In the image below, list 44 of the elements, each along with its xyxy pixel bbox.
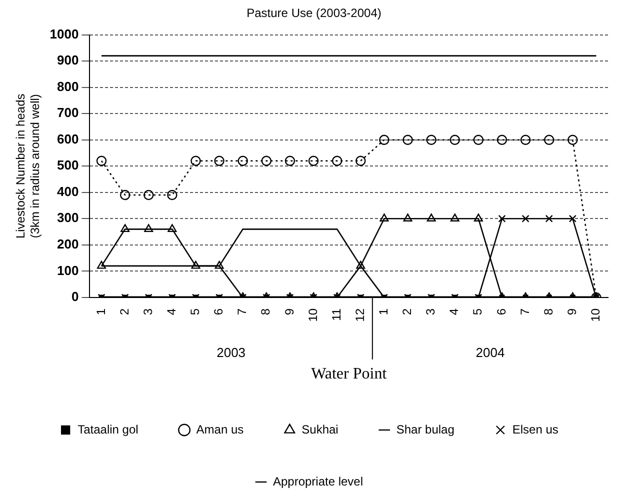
legend-label: Elsen us xyxy=(512,422,558,436)
x-tick-label: 5 xyxy=(188,308,202,316)
x-tick-label: 6 xyxy=(212,308,226,316)
x-tick-label: 9 xyxy=(282,308,296,316)
x-tick-label: 8 xyxy=(541,308,556,316)
y-tick-label: 300 xyxy=(57,210,79,226)
y-tick-label: 100 xyxy=(57,262,79,278)
x-tick-label: 1 xyxy=(376,308,391,316)
x-axis-title: Water Point xyxy=(311,366,388,383)
x-tick-label: 7 xyxy=(235,308,250,316)
text: 2004 xyxy=(476,345,505,360)
y-tick-label: 600 xyxy=(57,131,79,146)
x-tick-label: 10 xyxy=(306,308,320,322)
y-tick-label: 800 xyxy=(57,78,79,94)
x-tick-label: 5 xyxy=(470,308,485,316)
x-tick-label: 9 xyxy=(564,308,579,316)
x-tick-label: 2 xyxy=(117,308,132,316)
x-tick-label: 3 xyxy=(424,308,438,316)
legend-label: Sukhai xyxy=(302,422,338,436)
text: 2003 xyxy=(216,345,246,360)
y-tick-label: 0 xyxy=(71,289,79,304)
x-tick-label: 7 xyxy=(518,308,532,316)
x-tick-label: 4 xyxy=(447,308,462,316)
legend-label: Tataalin gol xyxy=(78,422,138,436)
y-tick-label: 700 xyxy=(57,105,79,120)
x-tick-label: 1 xyxy=(94,308,108,316)
y-tick-label: 900 xyxy=(57,52,79,68)
x-tick-label: 11 xyxy=(329,308,344,321)
x-tick-label: 12 xyxy=(352,308,367,322)
x-tick-label: 8 xyxy=(258,308,273,316)
legend-label: Shar bulag xyxy=(396,422,454,436)
x-tick-label: 6 xyxy=(494,308,508,316)
y-tick-label: 1000 xyxy=(50,26,79,42)
y-tick-label: 200 xyxy=(57,236,79,252)
x-tick-label: 4 xyxy=(164,308,178,316)
legend-label: Appropriate level xyxy=(272,474,364,488)
legend-label: Aman us xyxy=(196,422,244,436)
y-axis-title: Livestock Number in heads (3km in radius around well) xyxy=(14,94,42,238)
x-tick-label: 10 xyxy=(588,308,603,322)
y-tick-label: 500 xyxy=(57,158,79,173)
chart-title: Pasture Use (2003-2004) xyxy=(246,6,382,20)
x-tick-label: 2 xyxy=(400,308,414,316)
x-tick-label: 3 xyxy=(140,308,155,316)
y-tick-label: 400 xyxy=(57,184,79,199)
